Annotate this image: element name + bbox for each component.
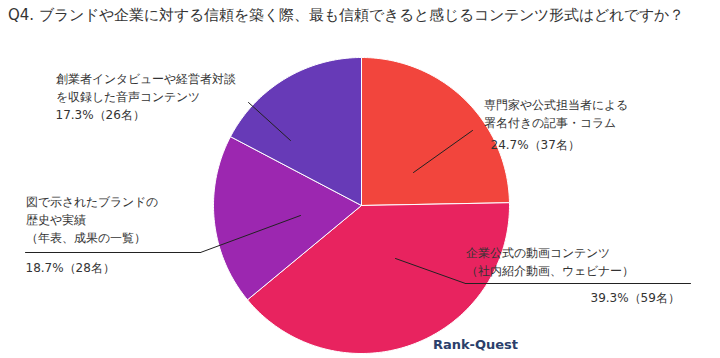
svg-text:24.7%（37名）: 24.7%（37名） xyxy=(491,138,580,152)
svg-text:18.7%（28名）: 18.7%（28名） xyxy=(26,261,115,275)
html-text:Q4. ブランドや企業に対する信頼を築く際、最も信頼できると: Q4. ブランドや企業に対する信頼を築く際、最も信頼できると感じるコンテンツ形式… xyxy=(8,6,684,24)
svg-text:図で示されたブランドの歴史や実績（年表、成果の一覧）: 図で示されたブランドの歴史や実績（年表、成果の一覧） xyxy=(26,195,158,245)
svg-text:専門家や公式担当者による署名付きの記事・コラム: 専門家や公式担当者による署名付きの記事・コラム xyxy=(484,98,628,130)
svg-text:創業者インタビューや経営者対談を収録した音声コンテンツ: 創業者インタビューや経営者対談を収録した音声コンテンツ xyxy=(56,72,236,104)
svg-text:Rank-Quest: Rank-Quest xyxy=(433,337,518,352)
svg-text:企業公式の動画コンテンツ（社内紹介動画、ウェビナー）: 企業公式の動画コンテンツ（社内紹介動画、ウェビナー） xyxy=(466,246,634,278)
svg-text:39.3%（59名）: 39.3%（59名） xyxy=(591,291,680,305)
svg-text:17.3%（26名）: 17.3%（26名） xyxy=(56,108,145,122)
